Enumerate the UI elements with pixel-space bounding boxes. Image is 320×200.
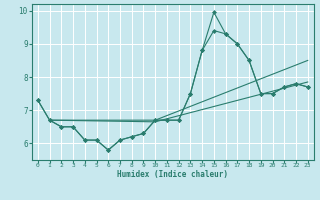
X-axis label: Humidex (Indice chaleur): Humidex (Indice chaleur) <box>117 170 228 179</box>
